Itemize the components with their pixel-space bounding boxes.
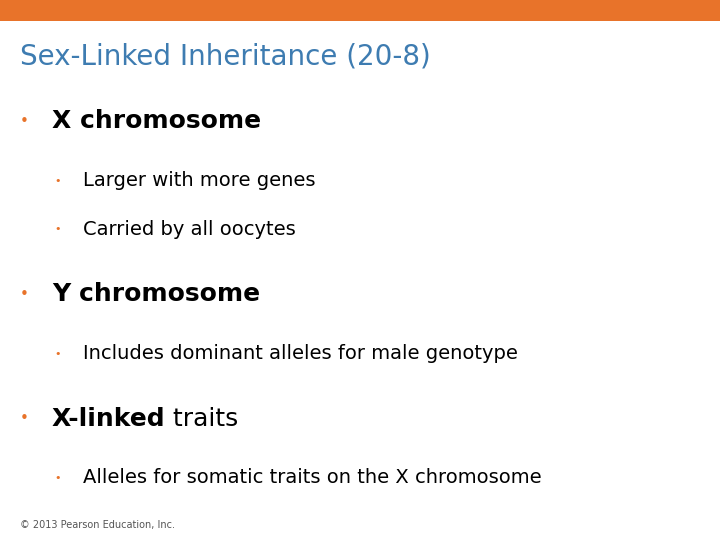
Text: •: • [54,225,60,234]
Bar [0,0,720,21]
Text: •: • [20,411,29,426]
Text: Larger with more genes: Larger with more genes [83,171,315,191]
Text: Includes dominant alleles for male genotype: Includes dominant alleles for male genot… [83,344,518,363]
Text: Y chromosome: Y chromosome [52,282,260,306]
Text: © 2013 Pearson Education, Inc.: © 2013 Pearson Education, Inc. [20,520,175,530]
Text: •: • [20,114,29,129]
Text: Carried by all oocytes: Carried by all oocytes [83,220,295,239]
Text: Sex-Linked Inheritance (20-8): Sex-Linked Inheritance (20-8) [20,43,431,71]
Text: •: • [54,473,60,483]
Text: Alleles for somatic traits on the X chromosome: Alleles for somatic traits on the X chro… [83,468,541,488]
Text: •: • [20,287,29,302]
Text: •: • [54,349,60,359]
Text: X-linked: X-linked [52,407,166,430]
Text: X chromosome: X chromosome [52,110,261,133]
Text: •: • [54,176,60,186]
Text: traits: traits [166,407,239,430]
